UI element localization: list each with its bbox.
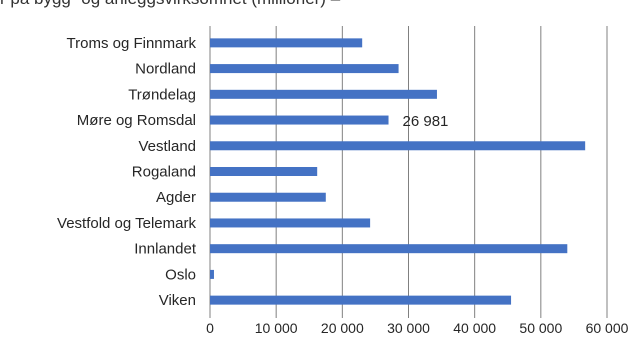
category-label: Rogaland [132,164,196,181]
category-label: Agder [156,189,196,206]
x-tick-label: 50 000 [519,320,562,336]
bar [210,192,326,202]
bar [210,64,399,74]
data-label: 26 981 [403,113,449,130]
data-labels: 26 981 [403,113,449,130]
category-labels: Troms og Finnmark Nordland Trøndelag Møre o… [57,35,197,309]
bars [210,38,586,305]
chart-caption: r på bygg- og anleggsvirksomhet (million… [0,0,633,9]
category-label: Nordland [135,61,196,78]
category-label: Oslo [165,266,196,283]
bar [210,89,437,99]
x-tick-label: 0 [206,320,214,336]
category-label: Innlandet [134,241,197,258]
category-label: Vestfold og Telemark [57,215,196,232]
category-label: Vestland [138,138,196,155]
x-tick-label: 30 000 [387,320,430,336]
bar [210,218,371,228]
x-tick-label: 40 000 [453,320,496,336]
x-tick-label: 60 000 [586,320,629,336]
category-label: Viken [159,292,196,309]
bar [210,269,214,279]
category-label: Møre og Romsdal [77,112,196,129]
x-tick-label: 20 000 [321,320,364,336]
category-label: Trøndelag [128,86,196,103]
bar [210,38,363,48]
bar [210,115,389,125]
x-tick-label: 10 000 [255,320,298,336]
category-label: Troms og Finnmark [67,35,197,52]
bar [210,167,318,176]
bar [210,244,568,254]
bar [210,295,512,305]
x-tick-labels: 0 10 000 20 000 30 000 40 000 50 000 60 000 [206,320,629,336]
bar [210,141,586,151]
